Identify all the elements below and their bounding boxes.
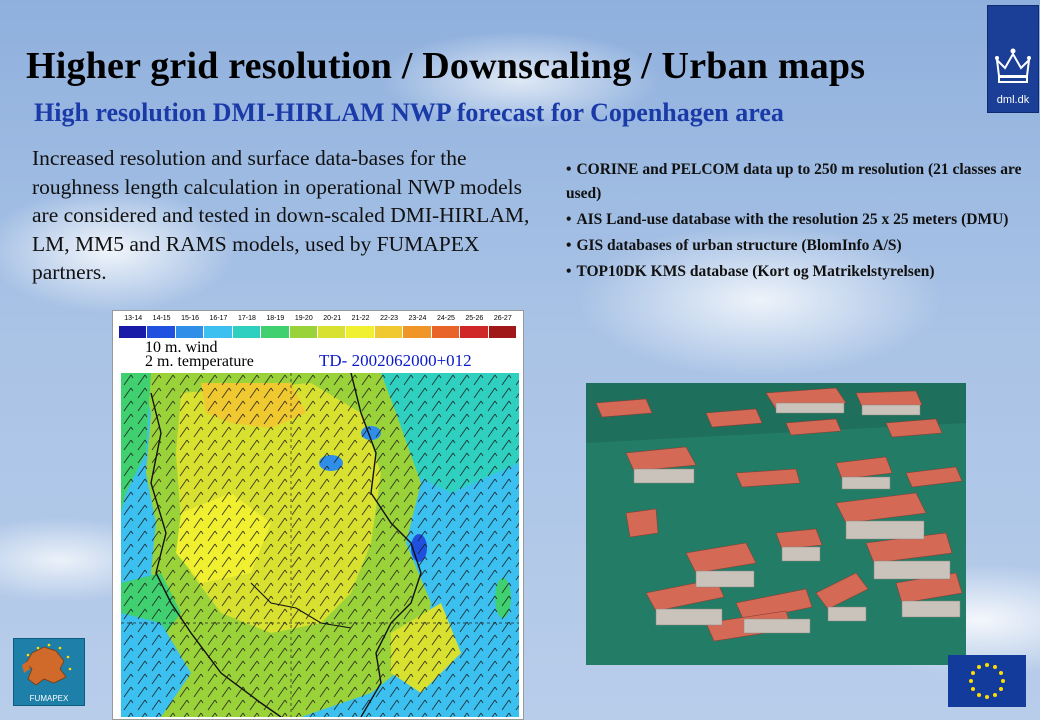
bullet-text: CORINE and PELCOM data up to 250 m resol… bbox=[566, 161, 1022, 202]
legend-tick-label: 20-21 bbox=[323, 315, 342, 322]
bullet-list: • CORINE and PELCOM data up to 250 m reso… bbox=[566, 158, 1026, 286]
intro-paragraph: Increased resolution and surface data-ba… bbox=[32, 146, 530, 284]
bullet-icon: • bbox=[566, 237, 572, 254]
forecast-map-panel: 13-14 14-15 15-16 16-17 17-18 18-19 19-20 20-21… bbox=[112, 310, 524, 720]
legend-tick-label: 18-19 bbox=[266, 315, 285, 322]
bullet-icon: • bbox=[566, 211, 572, 228]
bullet-icon: • bbox=[566, 263, 572, 280]
legend-tick-label: 19-20 bbox=[294, 315, 313, 322]
legend-tick-label: 25-26 bbox=[465, 315, 484, 322]
legend-swatch bbox=[204, 326, 232, 338]
legend-swatch bbox=[346, 326, 374, 338]
urban-3d-model-image bbox=[586, 383, 966, 665]
legend-swatch bbox=[460, 326, 488, 338]
legend-tick-label: 26-27 bbox=[493, 315, 512, 322]
legend-swatch bbox=[488, 326, 516, 338]
temperature-legend: 13-14 14-15 15-16 16-17 17-18 18-19 19-20 20-21… bbox=[119, 315, 517, 341]
fumapex-logo-text: FUMAPEX bbox=[29, 694, 69, 703]
legend-swatch bbox=[175, 326, 204, 338]
forecast-map bbox=[121, 373, 519, 717]
bullet-item: • AIS Land-use database with the resoluti… bbox=[566, 208, 1026, 232]
legend-tick-label: 24-25 bbox=[436, 315, 455, 322]
temperature-label: 2 m. temperature bbox=[145, 353, 254, 370]
europe-map-icon bbox=[22, 643, 72, 686]
legend-tick-label: 16-17 bbox=[209, 315, 228, 322]
legend-tick-label: 15-16 bbox=[181, 315, 199, 322]
bullet-text: TOP10DK KMS database (Kort og Matrikelst… bbox=[576, 263, 935, 280]
slide-title: Higher grid resolution / Downscaling / U… bbox=[26, 45, 866, 87]
fumapex-logo: FUMAPEX bbox=[13, 638, 85, 706]
dmi-logo-text: dml.dk bbox=[996, 94, 1030, 106]
eu-stars-icon bbox=[969, 663, 1005, 699]
legend-tick-label: 13-14 bbox=[124, 315, 143, 322]
legend-swatch bbox=[374, 326, 403, 338]
bullet-item: • CORINE and PELCOM data up to 250 m reso… bbox=[566, 158, 1026, 206]
legend-swatch bbox=[318, 326, 346, 338]
legend-swatch bbox=[119, 326, 147, 338]
bullet-item: • TOP10DK KMS database (Kort og Matrikels… bbox=[566, 260, 1026, 284]
legend-swatch bbox=[403, 326, 431, 338]
bullet-icon: • bbox=[566, 161, 572, 178]
legend-tick-label: 22-23 bbox=[380, 315, 398, 322]
legend-swatch bbox=[232, 326, 261, 338]
legend-swatch bbox=[147, 326, 175, 338]
legend-swatch bbox=[261, 326, 289, 338]
wind-label: 10 m. wind bbox=[145, 339, 218, 356]
legend-swatch bbox=[431, 326, 460, 338]
legend-tick-label: 21-22 bbox=[351, 315, 370, 322]
bullet-item: • GIS databases of urban structure (BlomI… bbox=[566, 234, 1026, 258]
crown-icon bbox=[995, 48, 1031, 83]
forecast-timestamp: TD- 2002062000+012 bbox=[319, 351, 472, 370]
dmi-logo: dml.dk bbox=[987, 5, 1039, 113]
eu-flag bbox=[948, 655, 1026, 707]
urban-3d-model-graphic bbox=[586, 383, 966, 665]
slide-subtitle: High resolution DMI-HIRLAM NWP forecast … bbox=[34, 98, 784, 127]
legend-tick-label: 23-24 bbox=[408, 315, 427, 322]
legend-swatch bbox=[289, 326, 317, 338]
legend-tick-label: 14-15 bbox=[152, 315, 171, 322]
legend-tick-label: 17-18 bbox=[237, 315, 256, 322]
bullet-text: AIS Land-use database with the resolutio… bbox=[576, 211, 1009, 228]
bullet-text: GIS databases of urban structure (BlomIn… bbox=[576, 237, 902, 254]
